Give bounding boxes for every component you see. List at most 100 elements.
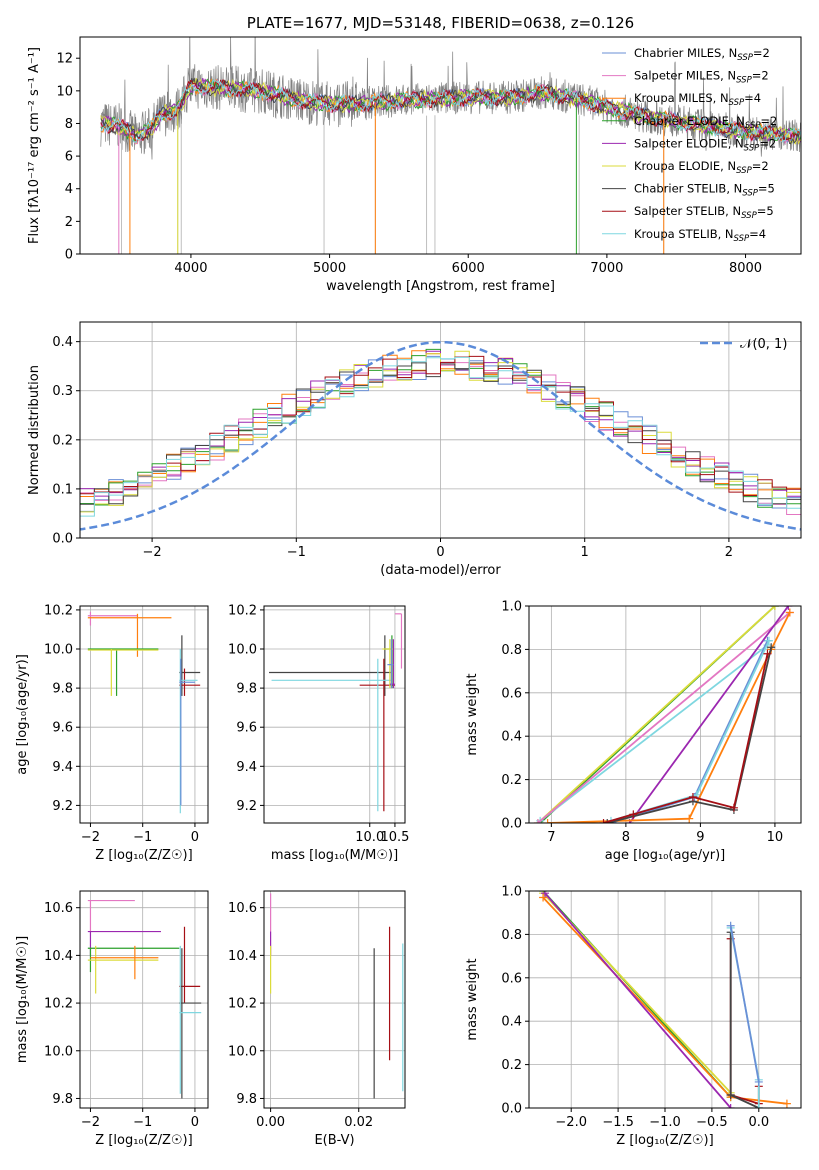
- mass-weight-marker: [599, 819, 608, 823]
- y-tick-label: 0.4: [501, 1015, 522, 1030]
- y-tick-label: 0.1: [52, 482, 73, 497]
- x-tick-label: 7000: [590, 261, 623, 276]
- legend-label: Chabrier MILES, N: [634, 46, 737, 60]
- normal-reference-curve: [80, 340, 801, 531]
- legend-subscript: SSP: [742, 189, 758, 199]
- plot-area: [539, 891, 791, 1108]
- panel-massweight_vs_age: 7 8 9 10 0.0 0.2 0.4 0.6 0.8 1.0 age [log₁₀(age/yr…: [465, 600, 802, 863]
- x-tick-label: −2: [143, 545, 162, 560]
- mass-weight-marker: [726, 1104, 735, 1108]
- errorbar-point: [387, 639, 394, 689]
- x-tick-label: −2.0: [555, 1115, 587, 1130]
- axes-frame: [79, 36, 802, 255]
- y-tick-label: 8: [65, 117, 73, 132]
- x-axis-label: age [log₁₀(age/yr)]: [605, 848, 726, 863]
- mass-weight-marker: [603, 819, 612, 823]
- errorbar-point: [271, 658, 393, 812]
- panel-mass_vs_Z: −2 −1 0 9.8 10.0 10.2 10.4 10.6 Z [log₁₀(Z/Z☉)] m…: [15, 890, 209, 1148]
- panel-spectrum: 4000 5000 6000 7000 8000 0 2 4 6 8 10 12 wavelength …: [27, 14, 802, 294]
- y-tick-label: 9.4: [236, 760, 257, 775]
- panel-massweight_vs_Z: −2.0 −1.5 −1.0 −0.5 0.0 0.0 0.2 0.4 0.6 0.8 1.0 Z […: [465, 885, 802, 1148]
- legend-label: Salpeter STELIB, N: [634, 204, 741, 218]
- legend-entry: Chabrier MILES, NSSP=2: [634, 46, 770, 63]
- y-tick-label: 0.4: [501, 730, 522, 745]
- chart-title: PLATE=1677, MJD=53148, FIBERID=0638, z=0…: [247, 14, 634, 32]
- legend-suffix: =2: [759, 136, 776, 150]
- errorbar-point: [87, 945, 159, 994]
- mass-weight-marker: [629, 810, 638, 819]
- x-tick-label: 0.00: [256, 1115, 285, 1130]
- x-tick-label: 10.0: [355, 830, 384, 845]
- x-axis-label: (data-model)/error: [380, 563, 501, 578]
- x-tick-label: 8: [622, 830, 630, 845]
- legend-subscript: SSP: [736, 166, 752, 176]
- panel-mass_vs_EBV: 0.00 0.02 9.8 10.0 10.2 10.4 10.6 E(B-V): [228, 890, 406, 1148]
- mass-weight-marker: [533, 819, 542, 823]
- x-tick-label: 5000: [313, 261, 346, 276]
- legend-suffix: =2: [752, 159, 769, 173]
- legend-subscript: SSP: [737, 53, 753, 63]
- legend-entry: Chabrier STELIB, NSSP=5: [634, 182, 775, 199]
- mass-weight-marker: [754, 1077, 763, 1086]
- x-tick-label: 9: [696, 830, 704, 845]
- y-tick-label: 10.0: [228, 1044, 257, 1059]
- errorbar-point: [179, 658, 195, 806]
- y-tick-label: 1.0: [501, 885, 522, 900]
- y-tick-label: 9.2: [52, 799, 73, 814]
- x-axis-label: Z [log₁₀(Z/Z☉)]: [95, 848, 192, 863]
- errorbar-point: [87, 930, 161, 956]
- plot-area: [270, 893, 404, 1099]
- mass-weight-marker: [729, 803, 738, 812]
- x-tick-label: 0: [191, 1115, 199, 1130]
- x-axis-label: E(B-V): [314, 1133, 354, 1148]
- legend-suffix: =2: [752, 69, 769, 83]
- errorbar-point: [179, 926, 201, 1004]
- axes-frame: [263, 890, 406, 1109]
- mass-weight-line: [729, 925, 760, 1083]
- y-tick-label: 10.4: [228, 949, 257, 964]
- errorbar-point: [87, 649, 159, 696]
- y-tick-label: 10.2: [228, 997, 257, 1012]
- x-tick-label: 10.5: [380, 830, 409, 845]
- y-tick-label: 0.8: [501, 643, 522, 658]
- legend-label: Salpeter MILES, N: [634, 69, 736, 83]
- mass-weight-line: [628, 606, 790, 823]
- legend-subscript: SSP: [741, 211, 757, 221]
- mass-weight-marker: [726, 1090, 735, 1099]
- panel-residuals: −2 −1 0 1 2 0.0 0.1 0.2 0.3 0.4 (data-model)/error…: [27, 321, 802, 578]
- mass-weight-marker: [763, 649, 772, 658]
- axes-frame: [79, 605, 209, 824]
- errorbar-point: [179, 945, 202, 1094]
- x-tick-label: 6000: [452, 261, 485, 276]
- x-tick-label: −2: [81, 830, 100, 845]
- y-axis-label: Normed distribution: [27, 365, 42, 495]
- x-tick-label: −1.5: [602, 1115, 634, 1130]
- histogram-step: [80, 355, 801, 513]
- legend-label: Salpeter ELODIE, N: [634, 136, 744, 150]
- mass-weight-marker: [726, 921, 735, 930]
- x-tick-label: −0.5: [696, 1115, 728, 1130]
- x-tick-label: 0.02: [344, 1115, 373, 1130]
- y-tick-label: 0.0: [501, 1102, 522, 1117]
- y-tick-label: 10.2: [228, 603, 257, 618]
- axes-frame: [263, 605, 406, 824]
- y-tick-label: 0.6: [501, 686, 522, 701]
- axes-frame: [79, 321, 802, 539]
- y-tick-label: 0.0: [501, 817, 522, 832]
- plot-area: [87, 611, 201, 814]
- y-tick-label: 10.6: [228, 901, 257, 916]
- y-tick-label: 9.4: [52, 760, 73, 775]
- plot-area: [87, 899, 202, 1099]
- errorbar-point: [179, 948, 202, 1099]
- y-tick-label: 0.2: [501, 1058, 522, 1073]
- y-tick-label: 10.4: [44, 949, 73, 964]
- mass-weight-marker: [785, 608, 794, 617]
- mass-weight-marker: [540, 891, 549, 898]
- legend-suffix: =4: [744, 91, 761, 105]
- legend-entry: Salpeter STELIB, NSSP=5: [634, 204, 774, 221]
- x-axis-label: Z [log₁₀(Z/Z☉)]: [616, 1133, 713, 1148]
- y-tick-label: 9.8: [236, 682, 257, 697]
- y-tick-label: 0: [65, 248, 73, 263]
- legend-label: Kroupa ELODIE, N: [634, 159, 736, 173]
